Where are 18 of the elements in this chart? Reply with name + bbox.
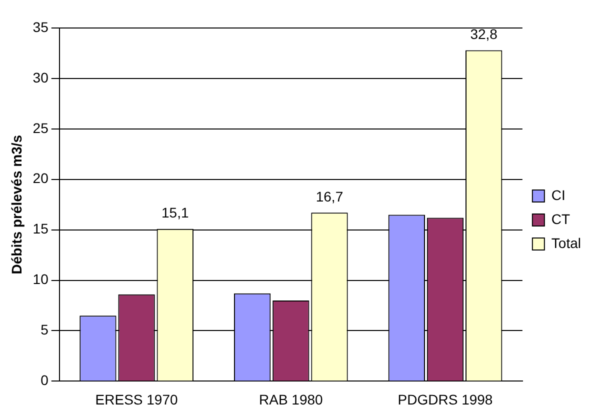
y-tick-label: 30	[32, 69, 49, 86]
legend-label: Total	[551, 234, 582, 251]
y-tick-label: 10	[32, 271, 49, 288]
y-tick-label: 25	[32, 120, 49, 136]
y-tick-label: 15	[32, 220, 49, 237]
y-tick-label: 5	[40, 322, 49, 338]
data-label: 15,1	[162, 204, 189, 221]
y-tick-label: 35	[32, 18, 49, 35]
y-tick-label: 20	[32, 170, 49, 186]
data-label: 16,7	[316, 188, 344, 205]
x-tick-label: ERESS 1970	[95, 391, 178, 408]
data-label: 32,8	[470, 26, 498, 42]
y-tick-label: 0	[40, 372, 49, 388]
x-tick-label: PDGDRS 1998	[398, 391, 493, 408]
y-axis-title: Débits prélevés m3/s	[8, 134, 24, 274]
legend-label: CI	[551, 186, 566, 203]
legend-label: CT	[551, 210, 571, 227]
x-tick-label: RAB 1980	[258, 391, 324, 408]
